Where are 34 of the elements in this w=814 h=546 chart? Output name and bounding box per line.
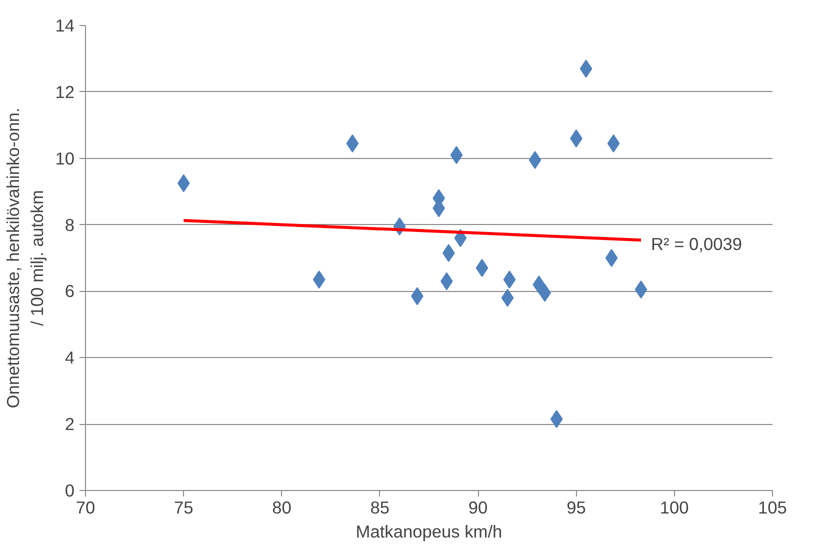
point (450, 146, 463, 164)
point (634, 280, 648, 299)
y-tick-label: 2 (64, 414, 75, 434)
point (442, 244, 455, 262)
y-tick-label: 0 (64, 480, 75, 500)
y-tick-label: 6 (64, 281, 75, 302)
point (550, 410, 563, 428)
x-tick-label: 80 (272, 498, 292, 518)
point (312, 270, 326, 289)
point (503, 270, 516, 289)
y-tick-label: 10 (55, 148, 75, 168)
point (476, 258, 488, 277)
point (528, 151, 542, 170)
y-tick-label: 12 (55, 82, 75, 102)
point (501, 288, 514, 307)
point (346, 134, 359, 152)
x-tick-label: 105 (758, 498, 787, 518)
x-tick-label: 85 (370, 498, 390, 518)
y-tick-label: 4 (64, 348, 75, 368)
point (532, 276, 546, 294)
x-tick-label: 90 (468, 498, 488, 518)
point (177, 174, 190, 192)
y-axis-title: Onnettomuusaste, henkilövahinko-onn. / 100 milj. autokm (3, 108, 48, 408)
point (607, 134, 620, 152)
annotation: R² = 0,0039 (650, 234, 742, 254)
x-axis-title: Matkanopeus km/h (356, 522, 502, 542)
x-tick-label: 100 (660, 498, 689, 518)
point (580, 60, 592, 78)
point (605, 249, 618, 267)
y-tick-label: 14 (55, 16, 75, 36)
x-tick-label: 95 (566, 498, 586, 518)
y-tick-label: 8 (64, 214, 75, 235)
x-tick-label: 70 (76, 498, 96, 518)
x-tick-label: 75 (174, 498, 194, 518)
